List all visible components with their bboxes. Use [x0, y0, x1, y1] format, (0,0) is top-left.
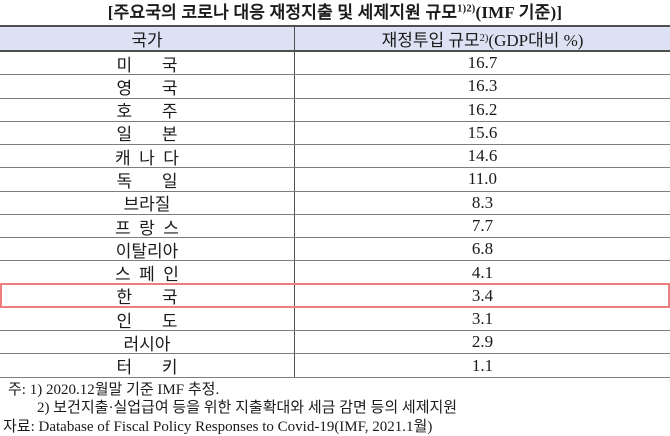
table-title-superscript: 1)2): [457, 3, 476, 15]
table-row: 프 랑 스 7.7: [0, 214, 670, 239]
country-cell: 이탈리아: [0, 238, 295, 261]
country-cell: 독 일: [0, 168, 295, 191]
table-title-main: [주요국의 코로나 대응 재정지출 및 세제지원 규모: [107, 3, 458, 22]
table-row: 미 국 16.7: [0, 52, 670, 76]
country-cell: 러시아: [0, 331, 295, 354]
table-row: 한 국 3.4: [0, 282, 670, 308]
table-row: 호 주 16.2: [0, 98, 670, 122]
value-cell: 3.1: [471, 309, 494, 329]
country-cell: 프 랑 스: [0, 214, 295, 238]
header-value-main: 재정투입 규모: [381, 31, 480, 50]
table-row: 독 일 11.0: [0, 168, 670, 192]
value-cell: 3.4: [471, 285, 494, 305]
value-cell: 8.3: [471, 192, 494, 212]
table-row: 스 페 인 4.1: [0, 261, 670, 285]
value-cell: 4.1: [471, 262, 494, 282]
table-body: 미 국 16.7 영 국 16.3 호 주 16.2 일 본 15.6 캐 나 다 14.6 독 일…: [0, 52, 670, 378]
table-title-tail: (IMF 기준)]: [475, 3, 563, 22]
data-table: 국가 재정투입 규모 2) (GDP대비 %) 미 국 16.7 영 국 16.3 호 주 1…: [0, 25, 670, 378]
country-cell: 한 국: [0, 284, 295, 307]
footnote-1: 주: 1) 2020.12월말 기준 IMF 추정.: [8, 381, 220, 398]
value-cell: 1.1: [471, 355, 494, 375]
country-cell: 터 키: [0, 354, 295, 377]
value-cell: 14.6: [467, 146, 498, 166]
value-cell: 2.9: [471, 332, 494, 352]
table-row: 브라질 8.3: [0, 191, 670, 215]
footnote-2: 2) 보건지출·실업급여 등을 위한 지출확대와 세금 감면 등의 세제지원: [37, 400, 458, 417]
value-cell: 15.6: [467, 122, 498, 142]
country-cell: 미 국: [0, 52, 295, 75]
source-note: 자료: Database of Fiscal Policy Responses …: [3, 418, 433, 435]
value-cell: 16.3: [467, 76, 498, 96]
value-cell: 7.7: [471, 215, 494, 235]
country-cell: 일 본: [0, 121, 295, 144]
value-cell: 11.0: [467, 169, 498, 189]
table-row: 이탈리아 6.8: [0, 238, 670, 262]
value-cell: 16.2: [467, 99, 498, 119]
table-row: 인 도 3.1: [0, 307, 670, 332]
country-cell: 브라질: [0, 191, 295, 214]
value-cell: 16.7: [467, 53, 498, 73]
country-cell: 인 도: [0, 307, 295, 331]
footnotes: 주: 1) 2020.12월말 기준 IMF 추정. 2) 보건지출·실업급여 …: [0, 381, 670, 436]
table-header-row: 국가 재정투입 규모 2) (GDP대비 %): [0, 27, 670, 52]
header-value-tail: (GDP대비 %): [488, 31, 584, 50]
table-title: [주요국의 코로나 대응 재정지출 및 세제지원 규모1)2)(IMF 기준)]: [0, 0, 670, 25]
country-cell: 호 주: [0, 98, 295, 121]
table-row: 영 국 16.3: [0, 75, 670, 99]
value-cell: 6.8: [471, 239, 494, 259]
country-cell: 캐 나 다: [0, 145, 295, 168]
table-row: 일 본 15.6: [0, 121, 670, 146]
table-row: 러시아 2.9: [0, 331, 670, 355]
table-row: 터 키 1.1: [0, 354, 670, 378]
country-cell: 스 페 인: [0, 261, 295, 284]
header-cell-value: 재정투입 규모 2) (GDP대비 %): [295, 27, 670, 50]
table-row: 캐 나 다 14.6: [0, 145, 670, 169]
header-cell-country: 국가: [0, 27, 295, 50]
country-cell: 영 국: [0, 75, 295, 98]
